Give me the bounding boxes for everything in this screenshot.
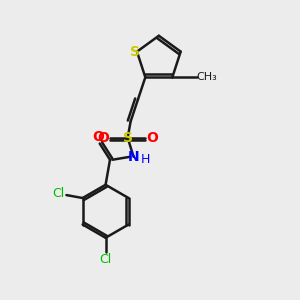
Text: H: H xyxy=(141,153,150,166)
Text: CH₃: CH₃ xyxy=(196,72,217,82)
Text: S: S xyxy=(130,45,140,58)
Text: Cl: Cl xyxy=(100,253,112,266)
Text: N: N xyxy=(128,150,140,164)
Text: O: O xyxy=(146,131,158,145)
Text: S: S xyxy=(123,131,133,145)
Text: O: O xyxy=(92,130,104,144)
Text: Cl: Cl xyxy=(52,187,64,200)
Text: O: O xyxy=(98,131,110,145)
